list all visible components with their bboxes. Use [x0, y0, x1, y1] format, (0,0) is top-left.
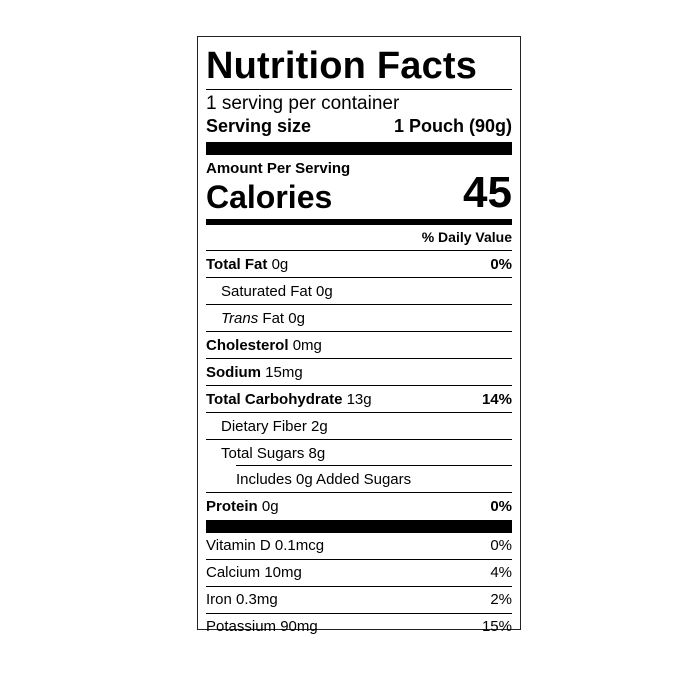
- nutrient-row-added-sugars: Includes 0g Added Sugars: [206, 466, 512, 493]
- vitamin-name: Vitamin D 0.1mcg: [206, 537, 325, 554]
- servings-per-container: 1 serving per container: [206, 93, 400, 114]
- nutrient-amount: 13g: [346, 391, 372, 408]
- vitamin-row-iron: Iron 0.3mg 2%: [206, 587, 512, 614]
- vitamin-row-potassium: Potassium 90mg 15%: [206, 614, 512, 640]
- nutrient-row-protein: Protein 0g 0%: [206, 493, 512, 519]
- nutrition-facts-label: Nutrition Facts 1 serving per container …: [197, 36, 521, 635]
- serving-size: Serving size 1 Pouch (90g): [206, 115, 512, 137]
- thick-divider: [206, 520, 512, 533]
- nutrient-row-total-fat: Total Fat 0g 0%: [206, 251, 512, 278]
- medium-divider: [206, 219, 512, 225]
- nutrient-amount: 0mg: [292, 337, 322, 354]
- vitamin-row-vitamin-d: Vitamin D 0.1mcg 0%: [206, 533, 512, 560]
- calories-row: Calories 45: [206, 171, 512, 215]
- nutrient-row-dietary-fiber: Dietary Fiber 2g: [206, 413, 512, 440]
- thick-divider: [206, 142, 512, 155]
- nutrient-name: Total Carbohydrate: [206, 391, 343, 408]
- nutrient-name: Total Fat: [206, 256, 268, 273]
- daily-value-header: % Daily Value: [206, 225, 512, 251]
- nutrient-name: Saturated Fat 0g: [221, 283, 333, 300]
- vitamin-name: Potassium 90mg: [206, 618, 318, 635]
- nutrient-row-total-sugars: Total Sugars 8g: [206, 440, 512, 466]
- nutrient-name: Dietary Fiber 2g: [221, 418, 328, 435]
- divider: [206, 89, 512, 90]
- nutrient-row-trans-fat: Trans Fat 0g: [206, 305, 512, 332]
- nutrient-name: Cholesterol: [206, 337, 289, 354]
- nutrient-name: Sodium: [206, 364, 261, 381]
- nutrient-row-sodium: Sodium 15mg: [206, 359, 512, 386]
- calories-value: 45: [463, 168, 512, 217]
- nutrient-dv: 0%: [490, 498, 512, 515]
- nutrient-amount: 0g: [271, 256, 289, 273]
- nutrient-amount: 0g: [261, 498, 279, 515]
- serving-size-value: 1 Pouch (90g): [393, 116, 512, 136]
- vitamin-dv: 15%: [481, 618, 512, 635]
- vitamin-row-calcium: Calcium 10mg 4%: [206, 560, 512, 587]
- vitamin-name: Iron 0.3mg: [206, 591, 278, 608]
- nutrient-row-saturated-fat: Saturated Fat 0g: [206, 278, 512, 305]
- nutrient-dv: 0%: [490, 256, 512, 273]
- calories-label: Calories: [206, 179, 333, 215]
- serving-size-label: Serving size: [206, 116, 312, 136]
- nutrient-amount: Fat 0g: [262, 310, 305, 327]
- amount-per-serving: Amount Per Serving: [206, 160, 351, 177]
- nutrient-name: Includes 0g Added Sugars: [236, 471, 412, 488]
- vitamin-dv: 4%: [490, 564, 512, 581]
- nutrient-name: Total Sugars 8g: [221, 445, 326, 462]
- nutrient-row-total-carbohydrate: Total Carbohydrate 13g 14%: [206, 386, 512, 413]
- vitamin-dv: 2%: [490, 591, 512, 608]
- vitamin-name: Calcium 10mg: [206, 564, 302, 581]
- vitamin-dv: 0%: [490, 537, 512, 554]
- label-title: Nutrition Facts: [206, 45, 478, 87]
- nutrient-row-cholesterol: Cholesterol 0mg: [206, 332, 512, 359]
- nutrient-name: Protein: [206, 498, 258, 515]
- nutrient-name: Trans: [221, 310, 259, 327]
- nutrient-dv: 14%: [481, 391, 512, 408]
- nutrient-amount: 15mg: [265, 364, 303, 381]
